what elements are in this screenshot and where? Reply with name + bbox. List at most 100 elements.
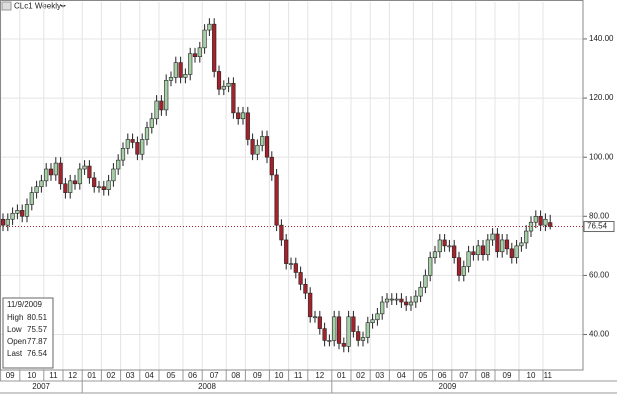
candle-body — [442, 239, 447, 247]
candle-body — [58, 162, 63, 185]
candle-body — [236, 112, 241, 120]
candle-body — [298, 272, 303, 285]
candle-body — [461, 266, 466, 276]
x-tick-label: 10 — [527, 371, 536, 380]
candle-body — [144, 127, 150, 140]
candle-body — [101, 186, 106, 190]
candle-body — [44, 168, 49, 182]
candle-body — [149, 118, 154, 128]
candle-body — [533, 215, 538, 223]
x-tick-label: 07 — [459, 371, 468, 380]
candle-body — [524, 230, 529, 244]
candle-body — [312, 316, 318, 319]
candle-body — [303, 283, 308, 294]
candle-body — [130, 139, 135, 143]
info-value: 75.57 — [27, 325, 48, 334]
candle-body — [504, 239, 510, 250]
candle-body — [519, 242, 524, 247]
info-value: 76.54 — [27, 349, 48, 358]
candle-body — [250, 139, 255, 155]
candle-body — [308, 292, 313, 318]
candle-body — [509, 248, 514, 258]
candle-body — [92, 177, 97, 188]
candle-body — [87, 165, 92, 179]
candle-body — [447, 245, 452, 248]
x-tick-label: 08 — [481, 371, 490, 380]
candle-body — [226, 82, 231, 87]
candle-body — [514, 245, 519, 258]
x-tick-label: 06 — [188, 371, 197, 380]
candle-body — [48, 168, 54, 176]
candle-body — [159, 100, 164, 111]
x-tick-label: 03 — [126, 371, 135, 380]
candle-body — [495, 233, 500, 253]
candle-body — [197, 47, 202, 57]
x-tick-label: 01 — [87, 371, 96, 380]
info-label: Last — [7, 349, 23, 358]
symbol-icon — [1, 1, 12, 11]
y-tick-label: 120.00 — [589, 93, 614, 102]
x-tick-label: 12 — [315, 371, 324, 380]
candle-body — [476, 245, 481, 256]
year-label: 2009 — [439, 382, 457, 391]
x-tick-label: 08 — [231, 371, 240, 380]
candle-body — [293, 263, 298, 273]
candle-body — [116, 159, 121, 170]
candle-body — [96, 186, 102, 189]
candle-body — [356, 331, 361, 341]
last-price-label: 76.54 — [587, 222, 608, 231]
candle-body — [432, 251, 438, 258]
info-value: 80.51 — [27, 313, 48, 322]
candle-body — [178, 62, 183, 78]
candle-body — [202, 29, 207, 49]
candle-body — [404, 301, 409, 306]
candle-body — [341, 343, 346, 347]
candle-body — [370, 319, 375, 324]
candle-body — [154, 100, 159, 120]
candle-body — [480, 245, 486, 256]
candle-body — [164, 80, 169, 111]
candle-body — [0, 218, 6, 226]
candle-body — [63, 183, 68, 193]
candle-body — [221, 85, 226, 90]
candle-body — [456, 257, 462, 276]
info-value: 77.87 — [27, 337, 48, 346]
candle-body — [380, 301, 385, 315]
candle-body — [216, 71, 222, 90]
candle-body — [168, 77, 174, 81]
candle-body — [111, 168, 116, 182]
candle-body — [279, 224, 284, 241]
year-label: 2007 — [32, 382, 50, 391]
candle-body — [77, 168, 82, 185]
candle-body — [10, 213, 15, 220]
candle-body — [284, 239, 289, 264]
candle-body — [375, 313, 380, 321]
candle-body — [173, 62, 178, 78]
candle-body — [34, 186, 39, 193]
x-tick-label: 04 — [397, 371, 406, 380]
candle-body — [72, 180, 78, 185]
candle-body — [255, 145, 260, 155]
candle-body — [264, 136, 270, 158]
x-tick-label: 09 — [503, 371, 512, 380]
info-date: 11/9/2009 — [7, 300, 43, 309]
candle-body — [212, 23, 217, 72]
candle-body — [140, 139, 145, 155]
candle-body — [24, 204, 30, 217]
candle-body — [346, 316, 351, 347]
candle-body — [351, 316, 356, 332]
candle-body — [360, 337, 366, 341]
x-tick-label: 10 — [27, 371, 36, 380]
candle-body — [120, 148, 126, 161]
x-tick-label: 07 — [210, 371, 219, 380]
x-tick-label: 11 — [544, 371, 553, 380]
x-tick-label: 06 — [438, 371, 447, 380]
candle-body — [15, 210, 20, 214]
candle-body — [384, 298, 390, 303]
x-tick-label: 11 — [294, 371, 303, 380]
candle-body — [135, 142, 140, 155]
candle-body — [365, 322, 370, 338]
y-tick-label: 140.00 — [589, 34, 614, 43]
candle-body — [471, 251, 476, 256]
